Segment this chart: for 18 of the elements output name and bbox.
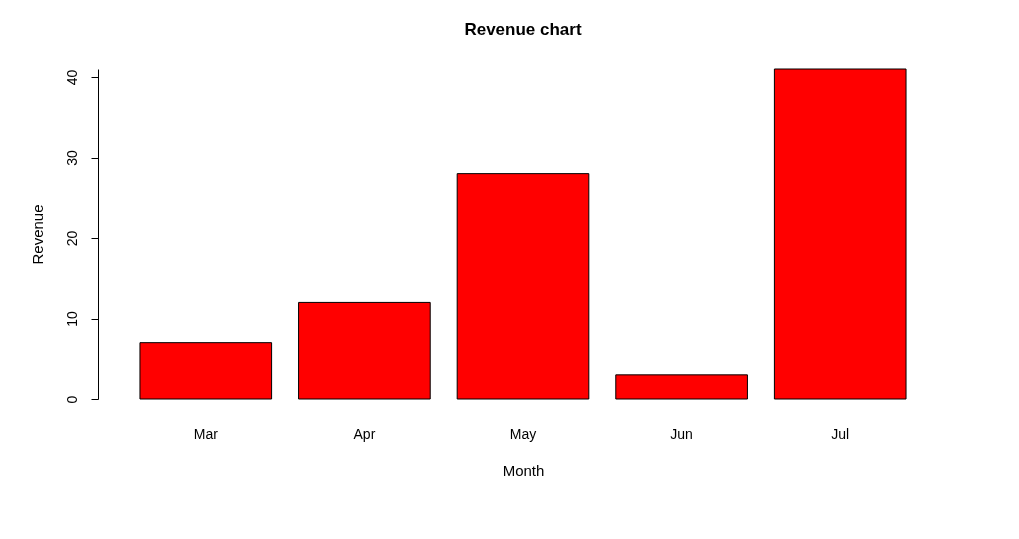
chart-title: Revenue chart <box>464 19 582 39</box>
y-tick-label: 10 <box>63 311 80 327</box>
bar <box>298 301 431 400</box>
x-tick-label: Jul <box>831 425 850 442</box>
x-tick-label: Jun <box>670 425 693 442</box>
y-tick-label: 30 <box>63 150 80 166</box>
x-tick-label: Mar <box>193 425 219 442</box>
x-tick-label: Apr <box>353 425 376 442</box>
bar <box>773 68 907 400</box>
x-axis-title: Month <box>502 461 545 479</box>
y-tick-label: 40 <box>63 69 80 86</box>
y-axis-title: Revenue <box>28 204 46 265</box>
y-tick-label: 0 <box>63 395 80 404</box>
y-tick-label: 20 <box>63 230 80 247</box>
bar <box>139 342 273 400</box>
x-tick-label: May <box>509 425 537 442</box>
bar <box>456 173 590 400</box>
bar <box>615 374 748 400</box>
